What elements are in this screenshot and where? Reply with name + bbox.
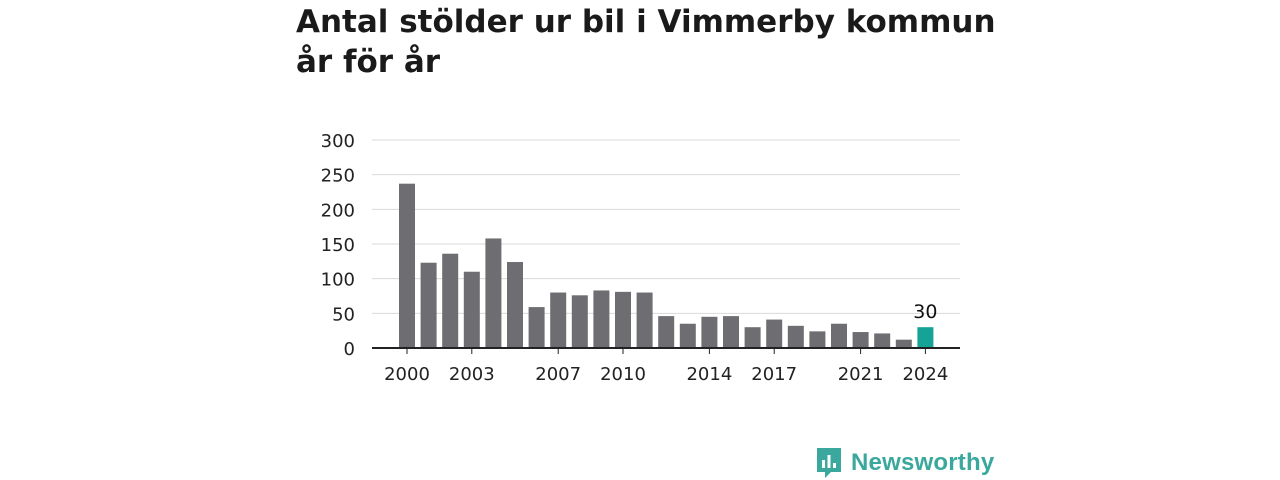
brand-name: Newsworthy	[851, 449, 995, 476]
y-tick-label: 250	[321, 166, 355, 187]
bar-2014	[701, 316, 718, 348]
bar-2005	[507, 262, 523, 348]
bar-2019	[809, 331, 826, 348]
y-tick-label: 0	[344, 339, 355, 360]
bars	[399, 183, 934, 348]
x-tick-label: 2003	[449, 364, 495, 385]
bar-2021	[852, 332, 869, 348]
bar-2012	[658, 316, 675, 348]
bar-2000	[399, 183, 415, 348]
bar-2013	[679, 323, 696, 348]
x-tick-label: 2014	[686, 364, 732, 385]
bar-2009	[593, 290, 610, 348]
bar-2007	[550, 292, 567, 348]
bar-2023	[895, 339, 912, 348]
bar-2002	[442, 253, 459, 348]
y-axis-tick-labels: 0 50 100 150 200 250 300	[321, 131, 355, 360]
chart-title: Antal stölder ur bil i Vimmerby kommun å…	[296, 4, 996, 80]
x-axis-tick-labels: 2000 2003 2007 2010 2014 2017 2021 2024	[384, 348, 948, 385]
gridlines	[372, 139, 960, 314]
bar-2011	[636, 292, 653, 348]
bar-2020	[831, 323, 847, 348]
bar-2008	[571, 295, 588, 348]
bar-2017	[766, 319, 783, 348]
bar-2015	[723, 316, 739, 348]
bar-2022	[874, 333, 891, 348]
bar-2003	[463, 271, 480, 348]
y-tick-label: 200	[321, 200, 355, 221]
x-tick-label: 2007	[535, 364, 581, 385]
bar-2004	[485, 238, 502, 348]
y-tick-label: 300	[321, 131, 355, 152]
y-tick-label: 100	[321, 270, 355, 291]
bar-2006	[528, 307, 545, 348]
y-tick-label: 150	[321, 235, 355, 256]
x-tick-label: 2010	[600, 364, 646, 385]
bar-2024	[917, 327, 934, 348]
bar-2016	[744, 327, 761, 348]
annotations: 30	[913, 301, 937, 323]
bar-2018	[787, 325, 804, 348]
bar-2010	[615, 291, 631, 348]
highlight-value-label: 30	[913, 301, 937, 323]
y-tick-label: 50	[332, 304, 355, 325]
x-tick-label: 2021	[838, 364, 884, 385]
x-tick-label: 2017	[751, 364, 797, 385]
bar-2001	[420, 262, 437, 348]
brand-logo: Newsworthy	[815, 446, 994, 480]
newsworthy-logo-icon	[817, 448, 841, 478]
x-tick-label: 2024	[902, 364, 948, 385]
x-tick-label: 2000	[384, 364, 430, 385]
